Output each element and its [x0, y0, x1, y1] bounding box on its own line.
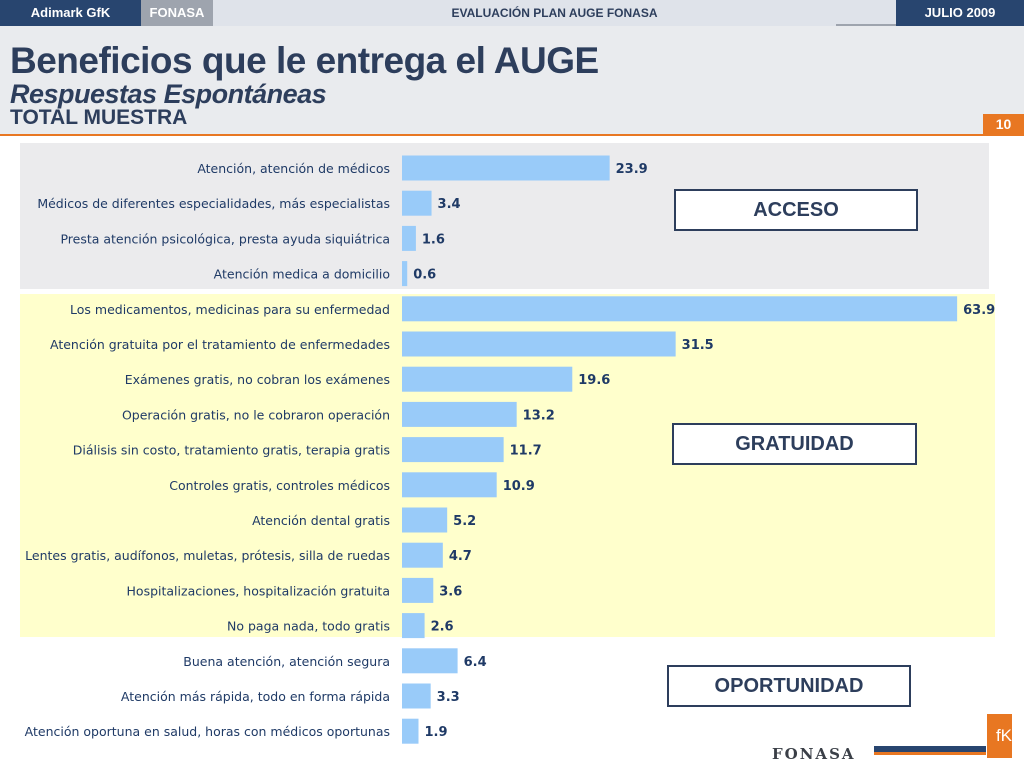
date-label: JULIO 2009: [896, 0, 1024, 26]
group-label-acceso: ACCESO: [674, 189, 918, 231]
data-label: 31.5: [682, 338, 714, 353]
bar: [402, 613, 425, 639]
category-label: Médicos de diferentes especialidades, má…: [37, 196, 390, 211]
bar: [402, 261, 408, 287]
data-label: 10.9: [503, 479, 535, 494]
group-label-gratuidad: GRATUIDAD: [672, 423, 917, 465]
divider: [0, 134, 1024, 136]
footer-bar: [874, 746, 986, 752]
divider: [836, 24, 896, 26]
bar: [402, 296, 958, 322]
top-bar: Adimark GfK FONASA EVALUACIÓN PLAN AUGE …: [0, 0, 1024, 26]
category-label: Presta atención psicológica, presta ayud…: [60, 231, 390, 246]
bar: [402, 437, 504, 463]
footer-bar: [874, 752, 986, 755]
bar: [402, 331, 676, 357]
category-label: Controles gratis, controles médicos: [169, 478, 390, 493]
group-label-oportunidad: OPORTUNIDAD: [667, 665, 911, 707]
data-label: 63.9: [963, 303, 995, 318]
data-label: 0.6: [413, 268, 436, 283]
category-label: Los medicamentos, medicinas para su enfe…: [70, 302, 390, 317]
slide-header: [0, 26, 1024, 134]
brand-label: Adimark GfK: [0, 0, 141, 26]
data-label: 11.7: [510, 444, 542, 459]
bar: [402, 225, 416, 251]
category-label: Atención medica a domicilio: [214, 267, 390, 282]
category-label: Operación gratis, no le cobraron operaci…: [122, 407, 390, 422]
bar: [402, 472, 497, 498]
data-label: 23.9: [616, 162, 648, 177]
page-number: 10: [983, 114, 1024, 134]
category-label: Atención más rápida, todo en forma rápid…: [121, 689, 390, 704]
fonasa-logo: FONASA: [772, 745, 856, 763]
data-label: 13.2: [523, 408, 555, 423]
bar: [402, 648, 458, 674]
category-label: No paga nada, todo gratis: [227, 619, 390, 634]
category-label: Buena atención, atención segura: [183, 654, 390, 669]
data-label: 4.7: [449, 549, 472, 564]
data-label: 19.6: [578, 373, 610, 388]
category-label: Diálisis sin costo, tratamiento gratis, …: [73, 443, 390, 458]
presentation-title: EVALUACIÓN PLAN AUGE FONASA: [451, 6, 658, 20]
data-label: 2.6: [431, 620, 454, 635]
bar: [402, 401, 517, 427]
bar: [402, 507, 448, 533]
bar: [402, 718, 419, 744]
gfk-logo: fK: [987, 714, 1012, 758]
fonasa-label: FONASA: [141, 0, 213, 26]
bar: [402, 542, 443, 568]
bar: [402, 190, 432, 216]
data-label: 3.6: [439, 584, 462, 599]
data-label: 1.6: [422, 232, 445, 247]
bar-chart: Atención, atención de médicos 23.9 Médicos…: [20, 143, 995, 744]
category-label: Atención oportuna en salud, horas con mé…: [25, 724, 390, 739]
bar: [402, 683, 431, 709]
data-label: 6.4: [464, 655, 487, 670]
category-label: Hospitalizaciones, hospitalización gratu…: [127, 583, 390, 598]
category-label: Atención dental gratis: [252, 513, 390, 528]
bar: [402, 577, 434, 603]
category-label: Exámenes gratis, no cobran los exámenes: [125, 372, 390, 387]
data-label: 3.3: [437, 690, 460, 705]
sample-label: TOTAL MUESTRA: [10, 106, 188, 129]
bar: [402, 155, 610, 181]
page-title: Beneficios que le entrega el AUGE: [10, 40, 599, 81]
data-label: 3.4: [438, 197, 461, 212]
page-subtitle: Respuestas Espontáneas: [10, 79, 327, 109]
bar: [402, 366, 573, 392]
category-label: Lentes gratis, audífonos, muletas, próte…: [25, 548, 390, 563]
category-label: Atención gratuita por el tratamiento de …: [50, 337, 390, 352]
category-label: Atención, atención de médicos: [197, 161, 390, 176]
data-label: 1.9: [425, 725, 448, 740]
data-label: 5.2: [453, 514, 476, 529]
